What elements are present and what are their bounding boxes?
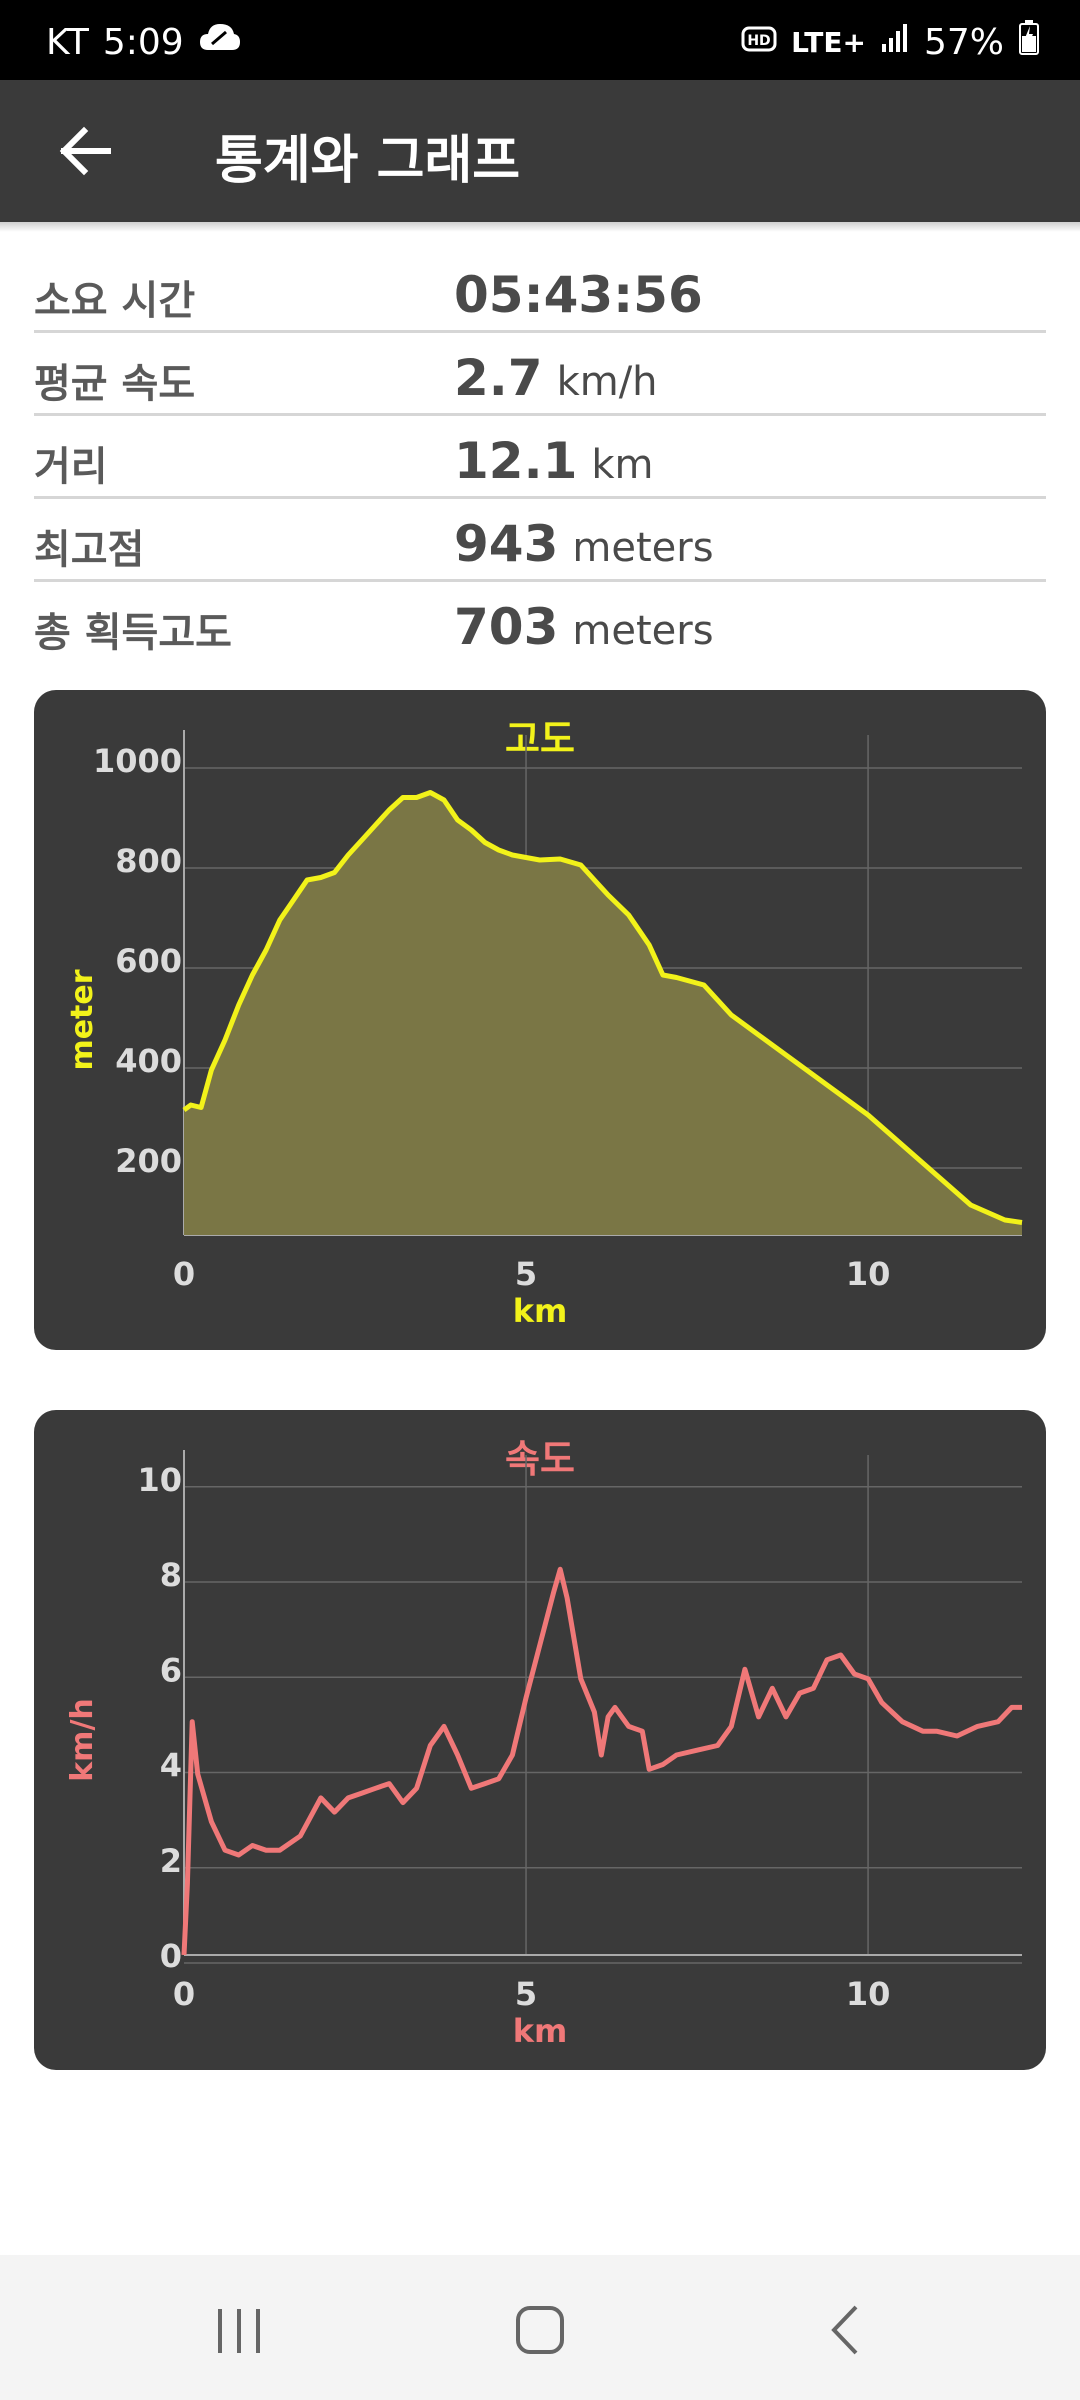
x-tick-label: 5 [515,1975,537,2013]
arrow-left-icon [59,126,111,176]
status-bar: KT 5:09 HD LTE+ 57% [0,0,1080,80]
y-tick-label: 4 [160,1747,182,1785]
y-tick-label: 1000 [93,742,182,780]
y-tick-label: 10 [137,1461,182,1499]
stat-value: 943 meters [454,515,714,573]
x-tick-label: 0 [173,1975,195,2013]
stat-label: 소요 시간 [34,278,196,324]
y-tick-label: 200 [115,1142,182,1180]
series-line [182,790,1023,1225]
back-nav-button[interactable] [800,2295,890,2365]
y-tick-label: 2 [160,1842,182,1880]
svg-text:HD: HD [747,33,770,49]
system-navigation-bar [0,2255,1080,2400]
chart-title: 속도 [505,1437,575,1481]
speed-chart: 속도 0 5 10 0 2 4 6 8 10 km km/h [65,1437,1022,2050]
battery-charging-icon [1018,20,1040,65]
x-tick-label: 10 [846,1255,891,1293]
y-tick-label: 0 [160,1937,182,1975]
y-tick-label: 600 [115,942,182,980]
y-tick-label: 6 [160,1651,182,1689]
stat-row-duration: 소요 시간 05:43:56 [34,250,1046,333]
x-tick-label: 0 [173,1255,195,1293]
y-axis-label: meter [65,969,100,1070]
recent-apps-icon [218,2309,260,2353]
stat-label: 총 획득고도 [34,610,232,656]
x-axis-label: km [513,2012,568,2050]
stat-value: 2.7 km/h [454,349,658,407]
stat-row-elevation-gain: 총 획득고도 703 meters [34,582,1046,662]
y-axis-label: km/h [65,1698,100,1782]
app-bar-shadow [0,222,1080,232]
network-type: LTE+ [791,26,866,59]
chevron-left-icon [831,2305,858,2355]
x-axis-label: km [513,1292,568,1330]
stat-value: 05:43:56 [454,266,703,324]
clock: 5:09 [102,22,184,63]
series-line [181,1566,1022,1956]
stat-label: 평균 속도 [34,361,196,407]
battery-percent: 57% [923,22,1004,63]
back-button[interactable] [50,114,124,188]
y-tick-label: 8 [160,1556,182,1594]
hd-voice-icon: HD [741,22,777,63]
stat-row-distance: 거리 12.1 km [34,416,1046,499]
stats-table: 소요 시간 05:43:56 평균 속도 2.7 km/h 거리 12.1 km 최… [34,250,1046,662]
stat-label: 최고점 [34,527,145,573]
y-tick-label: 800 [115,842,182,880]
signal-strength-icon [880,22,910,63]
stat-value: 703 meters [454,598,714,656]
x-tick-label: 10 [846,1975,891,2013]
recent-apps-button[interactable] [194,2295,284,2365]
stat-value: 12.1 km [454,432,654,490]
chart-title: 고도 [505,717,575,761]
stat-row-highest-point: 최고점 943 meters [34,499,1046,582]
app-bar: 통계와 그래프 [0,80,1080,222]
carrier-label: KT [46,22,89,63]
x-tick-label: 5 [515,1255,537,1293]
stat-row-avg-speed: 평균 속도 2.7 km/h [34,333,1046,416]
page-title: 통계와 그래프 [215,131,521,191]
elevation-chart: 고도 0 5 10 200 400 600 800 1000 km meter [65,717,1023,1330]
stat-label: 거리 [34,444,108,490]
y-tick-label: 400 [115,1042,182,1080]
home-icon [516,2306,564,2354]
home-button[interactable] [495,2295,585,2365]
weather-cloud-icon [198,20,242,65]
speed-chart-card: 속도 0 5 10 0 2 4 6 8 10 km km/h [34,1410,1046,2070]
elevation-area-fill [184,792,1022,1235]
elevation-chart-card: 고도 0 5 10 200 400 600 800 1000 km meter [34,690,1046,1350]
